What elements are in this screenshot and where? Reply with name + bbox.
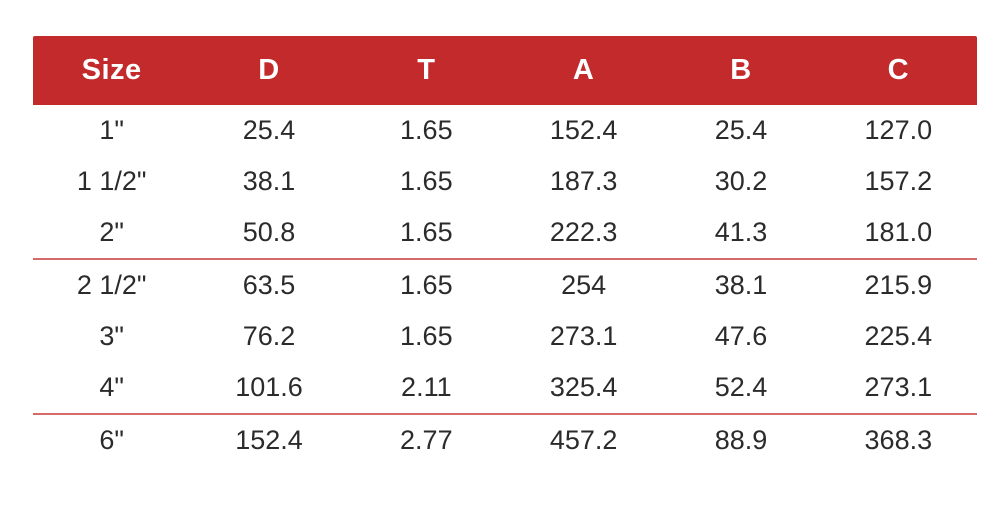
table-cell: 127.0 <box>864 115 933 145</box>
table-row: 4" 101.6 2.11 325.4 52.4 273.1 <box>33 362 977 415</box>
table-cell: 52.4 <box>714 372 768 402</box>
table-cell: 4" <box>99 372 124 402</box>
table-cell: 38.1 <box>242 166 296 196</box>
table-header-row: Size D T A B C <box>33 36 977 105</box>
table-cell: 88.9 <box>714 425 768 455</box>
table-cell: 41.3 <box>714 217 768 247</box>
table-cell: 273.1 <box>549 321 618 351</box>
table-cell: 1.65 <box>400 270 453 300</box>
table-cell: 1 1/2" <box>76 166 147 196</box>
table-row: 2" 50.8 1.65 222.3 41.3 181.0 <box>33 207 977 260</box>
table-cell: 273.1 <box>864 372 933 402</box>
table-cell: 152.4 <box>549 115 618 145</box>
table-cell: 1.65 <box>400 321 453 351</box>
table-cell: 1.65 <box>400 166 453 196</box>
table-cell: 368.3 <box>864 425 933 455</box>
table-cell: 1" <box>99 115 124 145</box>
table-cell: 152.4 <box>235 425 303 455</box>
table-row: 2 1/2" 63.5 1.65 254 38.1 215.9 <box>33 260 977 311</box>
table-cell: 38.1 <box>714 270 768 300</box>
table-cell: 47.6 <box>714 321 768 351</box>
table-cell: 2.11 <box>401 372 452 402</box>
table-cell: 50.8 <box>242 217 296 247</box>
table-cell: 2" <box>99 217 124 247</box>
table-cell: 222.3 <box>549 217 618 247</box>
table-row: 6" 152.4 2.77 457.2 88.9 368.3 <box>33 415 977 466</box>
table-row: 1 1/2" 38.1 1.65 187.3 30.2 157.2 <box>33 156 977 207</box>
table-cell: 225.4 <box>864 321 933 351</box>
dimensions-table: Size D T A B C 1" 25.4 1.65 152.4 25.4 127.0 1 1/2"… <box>33 36 977 466</box>
table-cell: 1.65 <box>400 115 453 145</box>
table-cell: 187.3 <box>549 166 618 196</box>
column-header-c: C <box>887 54 910 86</box>
column-header-t: T <box>417 54 436 86</box>
table-cell: 76.2 <box>242 321 296 351</box>
table-cell: 2 1/2" <box>76 270 147 300</box>
table-cell: 254 <box>561 270 607 300</box>
table-cell: 25.4 <box>242 115 296 145</box>
table-body: 1" 25.4 1.65 152.4 25.4 127.0 1 1/2" 38.1 1.65 18… <box>33 105 977 466</box>
table-cell: 30.2 <box>714 166 768 196</box>
table-cell: 157.2 <box>864 166 933 196</box>
column-header-b: B <box>730 54 752 86</box>
table-cell: 101.6 <box>235 372 303 402</box>
column-header-d: D <box>258 54 280 86</box>
table-row: 1" 25.4 1.65 152.4 25.4 127.0 <box>33 105 977 156</box>
table-cell: 457.2 <box>549 425 618 455</box>
table-cell: 325.4 <box>549 372 618 402</box>
table-row: 3" 76.2 1.65 273.1 47.6 225.4 <box>33 311 977 362</box>
table-cell: 181.0 <box>864 217 933 247</box>
table-cell: 63.5 <box>242 270 296 300</box>
table-cell: 25.4 <box>714 115 768 145</box>
table-cell: 215.9 <box>864 270 933 300</box>
table-cell: 1.65 <box>400 217 453 247</box>
column-header-size: Size <box>81 54 142 86</box>
column-header-a: A <box>572 54 595 86</box>
table-cell: 6" <box>99 425 124 455</box>
table-cell: 2.77 <box>400 425 453 455</box>
table-cell: 3" <box>99 321 124 351</box>
